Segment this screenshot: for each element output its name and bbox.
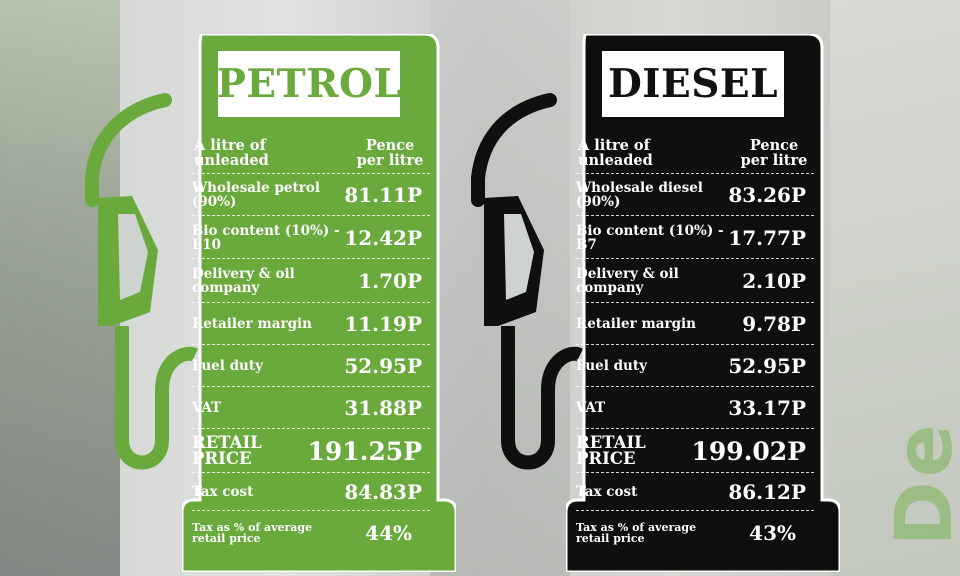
row-retail-price: RETAIL PRICE 199.02P — [576, 428, 814, 473]
row-bio-content: Bio content (10%) - E10 12.42P — [192, 215, 430, 259]
row-value: 17.77P — [728, 225, 806, 250]
row-value: 199.02P — [691, 436, 806, 466]
row-value: 33.17P — [728, 396, 806, 420]
row-label: Tax cost — [576, 484, 638, 500]
row-value: 43% — [749, 521, 796, 545]
row-label: Tax cost — [192, 484, 254, 500]
row-label: RETAIL PRICE — [192, 433, 262, 468]
board-title: PETROL — [217, 51, 401, 117]
row-label: Tax as % of average retail price — [192, 521, 313, 545]
row-value: 31.88P — [344, 396, 422, 420]
row-retail-price: RETAIL PRICE 191.25P — [192, 428, 430, 473]
row-value: 191.25P — [307, 436, 422, 466]
row-bio-content: Bio content (10%) - B7 17.77P — [576, 215, 814, 259]
petrol-board-shape — [182, 34, 456, 572]
column-header-left: A litre of unleaded — [578, 137, 653, 169]
diesel-board-shape — [566, 34, 840, 572]
diesel-price-board: DIESEL A litre of unleaded Pence per lit… — [566, 34, 840, 572]
column-headers: A litre of unleaded Pence per litre — [194, 138, 430, 168]
row-label: Delivery & oil company — [576, 266, 679, 296]
column-headers: A litre of unleaded Pence per litre — [578, 138, 814, 168]
row-value: 52.95P — [344, 354, 422, 378]
background-photo-right — [830, 0, 960, 576]
row-value: 2.10P — [742, 269, 806, 293]
row-value: 52.95P — [728, 354, 806, 378]
row-label: Fuel duty — [192, 358, 263, 374]
row-label: VAT — [192, 400, 222, 416]
row-value: 86.12P — [728, 480, 806, 504]
column-header-right: Pence per litre — [356, 137, 424, 169]
diesel-nozzle-icon — [471, 93, 584, 470]
column-header-left: A litre of unleaded — [194, 137, 269, 169]
row-vat: VAT 31.88P — [192, 386, 430, 429]
row-value: 84.83P — [344, 480, 422, 504]
row-fuel-duty: Fuel duty 52.95P — [576, 344, 814, 387]
row-fuel-duty: Fuel duty 52.95P — [192, 344, 430, 387]
row-label: Wholesale petrol (90%) — [192, 180, 320, 210]
row-label: Bio content (10%) - B7 — [576, 222, 724, 253]
row-retailer-margin: Retailer margin 11.19P — [192, 302, 430, 345]
row-value: 81.11P — [344, 183, 422, 207]
row-value: 11.19P — [344, 312, 422, 336]
petrol-price-board: PETROL A litre of unleaded Pence per lit… — [182, 34, 456, 572]
row-label: Wholesale diesel (90%) — [576, 180, 703, 210]
row-label: Fuel duty — [576, 358, 647, 374]
row-wholesale: Wholesale diesel (90%) 83.26P — [576, 173, 814, 216]
row-delivery: Delivery & oil company 2.10P — [576, 258, 814, 303]
row-retailer-margin: Retailer margin 9.78P — [576, 302, 814, 345]
row-value: 44% — [365, 521, 412, 545]
row-delivery: Delivery & oil company 1.70P — [192, 258, 430, 303]
petrol-nozzle-icon — [85, 93, 199, 470]
row-tax-percentage: Tax as % of average retail price 43% — [576, 510, 814, 555]
row-vat: VAT 33.17P — [576, 386, 814, 429]
row-tax-cost: Tax cost 86.12P — [576, 472, 814, 511]
row-label: RETAIL PRICE — [576, 433, 646, 468]
row-label: Retailer margin — [192, 316, 312, 332]
row-label: Bio content (10%) - E10 — [192, 222, 340, 253]
row-wholesale: Wholesale petrol (90%) 81.11P — [192, 173, 430, 216]
row-value: 83.26P — [728, 183, 806, 207]
row-value: 1.70P — [358, 269, 422, 293]
row-label: Retailer margin — [576, 316, 696, 332]
row-label: Delivery & oil company — [192, 266, 295, 296]
row-value: 9.78P — [742, 312, 806, 336]
row-label: VAT — [576, 400, 606, 416]
row-value: 12.42P — [344, 225, 422, 250]
board-title: DIESEL — [602, 51, 784, 117]
column-header-right: Pence per litre — [740, 137, 808, 169]
row-tax-percentage: Tax as % of average retail price 44% — [192, 510, 430, 555]
row-tax-cost: Tax cost 84.83P — [192, 472, 430, 511]
row-label: Tax as % of average retail price — [576, 521, 697, 545]
